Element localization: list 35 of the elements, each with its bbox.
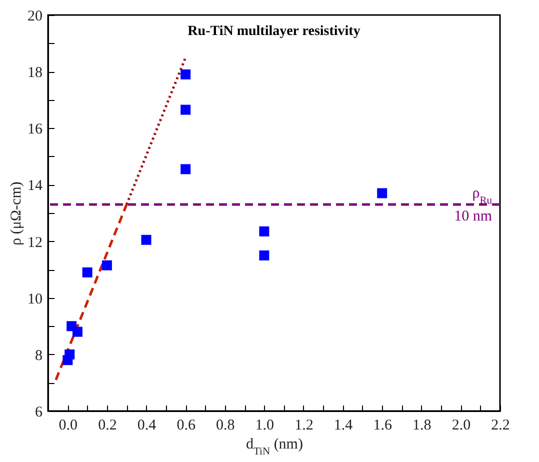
x-tick-label: 0.2	[98, 418, 117, 434]
point	[180, 104, 191, 115]
x-axis-title: d$_{TiN}$ (nm)	[246, 436, 303, 457]
x-tick-label: 0.0	[58, 418, 78, 434]
y-tick-label: 18	[28, 65, 42, 82]
point	[82, 267, 92, 278]
point	[64, 349, 75, 360]
x-tick-label: 0.6	[176, 418, 196, 434]
y-tick-label: 6	[35, 404, 43, 420]
point	[72, 326, 82, 337]
x-tick-label: 1.8	[412, 418, 432, 434]
point	[259, 226, 270, 236]
point	[180, 69, 191, 80]
point	[180, 164, 191, 174]
x-tick-label: 1.0	[255, 418, 274, 434]
point	[141, 234, 152, 245]
point	[259, 250, 270, 260]
point	[377, 188, 388, 198]
y-tick-label: 10	[28, 291, 42, 308]
x-tick-label: 1.4	[334, 418, 354, 434]
text: Ru-TiN multilayer resistivity	[188, 24, 360, 39]
point	[102, 260, 112, 270]
y-tick-label: 14	[28, 178, 43, 194]
y-tick-label: 16	[28, 122, 43, 138]
x-tick-label: 2.2	[491, 418, 510, 434]
x-tick-label: 0.4	[137, 418, 157, 434]
y-tick-label: 12	[28, 234, 42, 251]
y-tick-label: 8	[35, 348, 42, 364]
x-tick-label: 1.2	[294, 418, 314, 434]
y-tick-label: 20	[28, 8, 42, 24]
x-tick-label: 0.8	[216, 418, 235, 434]
x-tick-label: 2.0	[452, 418, 471, 434]
x-tick-label: 1.6	[373, 418, 392, 434]
ref-line-label: ρ$_{Ru}$ 10 nm	[454, 186, 493, 225]
y-axis-title: ρ (μΩ-cm)	[8, 182, 24, 246]
